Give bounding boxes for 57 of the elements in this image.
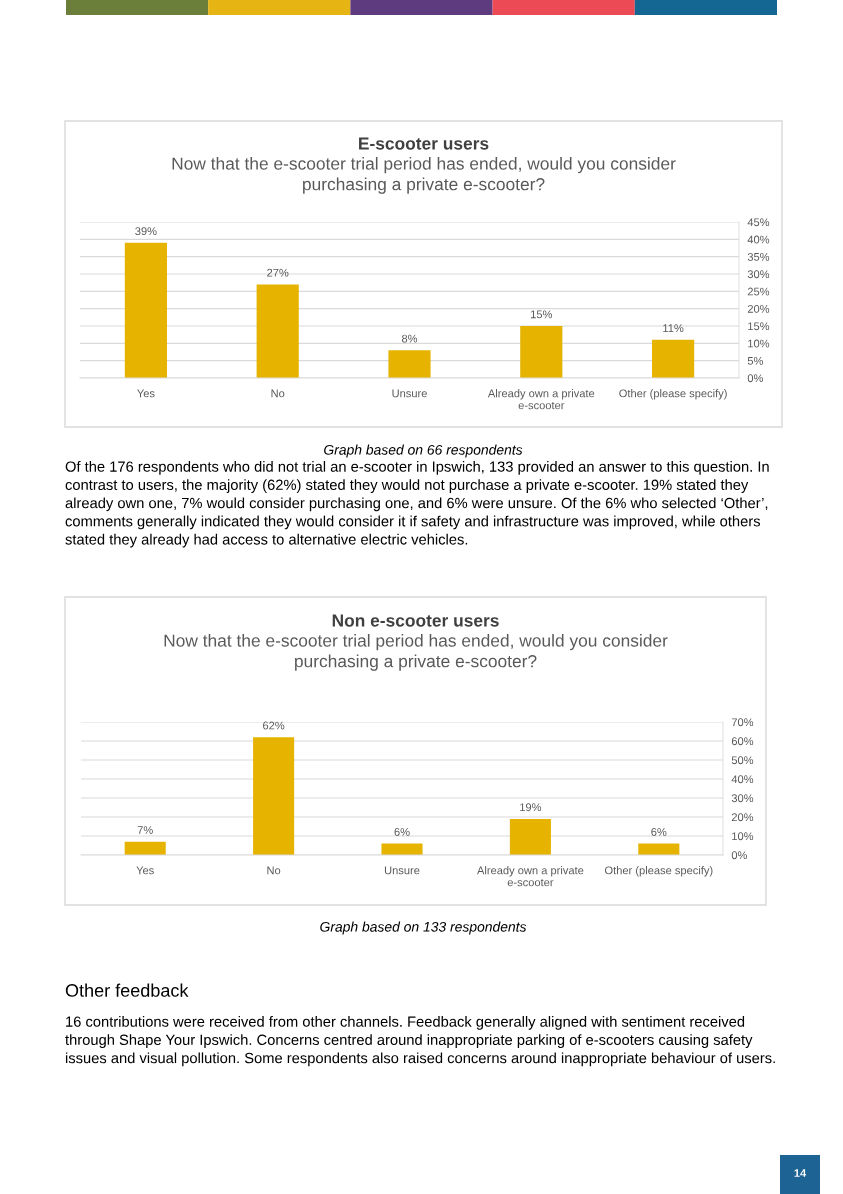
bar	[388, 350, 431, 378]
x-tick-label: No	[267, 866, 281, 875]
y-tick-label: 30%	[747, 270, 770, 279]
chart-subtitle: Now that the e-scooter trial period has ended, would you consider purchasing a private e-scooter?	[172, 157, 676, 194]
y-tick-label: 50%	[731, 756, 754, 765]
text: Graph based on 66 respondents	[324, 444, 523, 458]
bar	[520, 326, 563, 378]
text: Of the 176 respondents who did not trial an e-scooter in Ipswich, 133 provided an answer to this question. In contrast to users, the majority (62%) stated they would not purchase a private e-scooter. 19% stated they already own one, 7% would consider purchasing one, and 6% were unsure. Of the 6% who selected ‘Other’, comments generally indicated they would consider it if safety and infrastructure was improved, while others stated they already had access to alternative electric vehicles.	[65, 461, 769, 548]
y-tick-label: 5%	[747, 356, 763, 365]
text: Graph based on 133 respondents	[320, 921, 527, 935]
y-tick-label: 10%	[748, 339, 770, 348]
data-label: 15%	[531, 310, 553, 319]
data-label: 27%	[267, 268, 289, 277]
x-tick-label: Already own a private e-scooter	[487, 389, 595, 410]
bar	[124, 242, 167, 378]
x-tick-label: Yes	[136, 866, 154, 875]
y-tick-label: 30%	[731, 794, 754, 803]
data-label: 6%	[394, 827, 410, 836]
x-tick-label: Unsure	[392, 389, 427, 398]
data-label: 11%	[663, 324, 684, 333]
y-tick-label: 35%	[747, 252, 770, 261]
data-label: 7%	[137, 826, 153, 834]
x-tick-label: Already own a private e-scooter	[477, 866, 584, 887]
text: Other feedback	[65, 983, 189, 997]
x-tick-label: Yes	[137, 389, 155, 398]
chart-subtitle: Now that the e-scooter trial period has ended, would you consider purchasing a private e-scooter?	[164, 634, 668, 671]
text: 16 contributions were received from other channels. Feedback generally aligned with sentiment received through Shape Your Ipswich. Concerns centred around inappropriate parking of e-scooters causing safety issues and visual pollution. Some respondents also raised concerns around inappropriate behaviour of users.	[65, 1016, 775, 1067]
y-tick-label: 0%	[747, 374, 763, 383]
y-tick-label: 10%	[732, 832, 754, 841]
y-tick-label: 45%	[747, 218, 770, 227]
bar	[124, 841, 166, 855]
data-label: 19%	[520, 803, 542, 812]
bar	[509, 818, 551, 855]
y-tick-label: 20%	[731, 813, 754, 822]
bar	[381, 843, 423, 855]
bar	[256, 284, 299, 378]
x-tick-label: No	[271, 389, 285, 398]
y-tick-label: 40%	[731, 775, 754, 784]
y-tick-label: 0%	[731, 851, 747, 860]
y-tick-label: 70%	[731, 718, 754, 727]
y-tick-label: 15%	[748, 322, 770, 331]
data-label: 39%	[135, 227, 157, 236]
chart-title: E-scooter users	[359, 137, 489, 150]
y-tick-label: 60%	[731, 737, 754, 746]
y-tick-label: 20%	[747, 304, 770, 313]
chart-title: Non e-scooter users	[332, 614, 499, 627]
data-label: 6%	[651, 827, 667, 836]
y-tick-label: 40%	[747, 235, 770, 244]
x-tick-label: Other (please specify)	[604, 866, 713, 877]
text: 14	[794, 1169, 807, 1177]
bar	[652, 339, 695, 378]
data-label: 62%	[263, 721, 285, 730]
y-tick-label: 25%	[747, 287, 770, 296]
data-label: 8%	[401, 334, 418, 343]
bar	[253, 737, 295, 855]
x-tick-label: Other (please specify)	[619, 389, 727, 400]
x-tick-label: Unsure	[384, 866, 420, 875]
